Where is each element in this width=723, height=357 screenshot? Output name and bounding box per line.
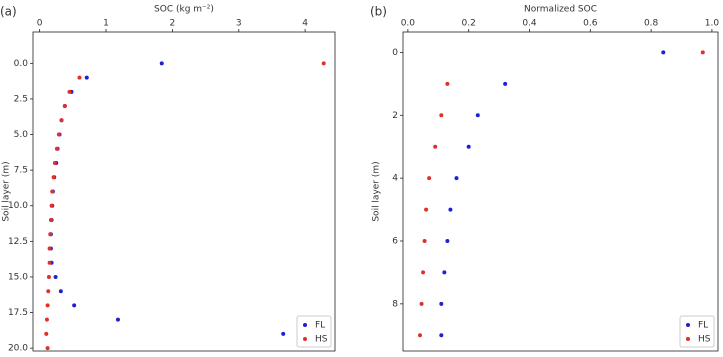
data-point	[448, 207, 453, 212]
legend-marker	[303, 337, 307, 341]
y-axis-label: Soil layer (m)	[372, 161, 382, 221]
legend-frame	[296, 315, 332, 348]
x-axis-label: SOC (kg m⁻²)	[154, 5, 214, 15]
plot-frame	[402, 31, 719, 352]
legend-label: HS	[698, 335, 711, 345]
legend-marker	[686, 337, 690, 341]
y-tick-label: 2	[392, 111, 398, 121]
data-point	[445, 81, 450, 86]
x-tick-label: 0.4	[522, 19, 537, 29]
data-point	[84, 75, 89, 80]
y-axis-label: Soil layer (m)	[2, 161, 12, 221]
legend-label: FL	[698, 321, 708, 331]
data-point	[475, 113, 480, 118]
data-point	[46, 289, 51, 294]
x-tick-label: 2	[170, 19, 176, 29]
data-point	[72, 303, 77, 308]
data-point	[59, 118, 64, 123]
legend-marker	[303, 323, 307, 327]
x-tick-label: 0	[37, 19, 43, 29]
data-point	[48, 217, 53, 222]
y-tick-label: 6	[392, 237, 398, 247]
data-point	[159, 61, 164, 66]
data-point	[46, 274, 51, 279]
data-point	[442, 270, 447, 275]
panel-label: (a)	[0, 5, 17, 19]
data-point	[422, 239, 427, 243]
data-point	[54, 146, 59, 151]
data-point	[67, 89, 72, 94]
data-point	[45, 346, 50, 351]
legend-marker	[686, 323, 690, 327]
data-point	[56, 132, 61, 137]
x-tick-label: 0.2	[462, 19, 476, 29]
data-point	[49, 203, 54, 208]
data-point	[281, 331, 286, 336]
data-point	[48, 232, 53, 237]
data-point	[52, 161, 57, 166]
x-axis-label: Normalized SOC	[524, 5, 597, 15]
data-point	[421, 270, 426, 275]
data-point	[661, 50, 666, 55]
data-point	[439, 333, 444, 338]
y-tick-label: 17.5	[8, 308, 28, 318]
data-point	[433, 144, 438, 149]
y-tick-label: 0.0	[14, 59, 29, 69]
data-point	[321, 61, 326, 66]
data-point	[77, 75, 82, 80]
data-point	[424, 207, 429, 212]
data-point	[44, 331, 49, 336]
legend-frame	[679, 315, 715, 348]
x-tick-label: 1	[103, 19, 109, 29]
x-tick-label: 0.6	[583, 19, 598, 29]
data-point	[454, 176, 459, 181]
data-point	[439, 113, 444, 118]
data-point	[418, 333, 423, 338]
data-point	[115, 317, 120, 322]
data-point	[503, 81, 508, 86]
data-point	[50, 189, 55, 194]
data-point	[700, 50, 705, 55]
y-tick-label: 7.5	[14, 166, 28, 176]
data-point	[439, 301, 444, 306]
data-point	[58, 289, 63, 294]
data-point	[47, 246, 52, 251]
data-point	[466, 144, 471, 149]
data-point	[445, 239, 450, 243]
data-point	[51, 175, 56, 180]
data-point	[44, 317, 49, 322]
data-point	[53, 274, 58, 279]
legend-label: FL	[315, 321, 325, 331]
data-point	[427, 176, 432, 181]
x-tick-label: 1.0	[705, 19, 720, 29]
x-tick-label: 4	[302, 19, 308, 29]
x-tick-label: 0.0	[401, 19, 416, 29]
x-tick-label: 3	[236, 19, 242, 29]
y-tick-label: 5.0	[14, 130, 29, 140]
y-tick-label: 10.0	[8, 201, 28, 211]
data-point	[45, 303, 50, 308]
y-tick-label: 8	[392, 299, 398, 309]
legend-label: HS	[315, 335, 328, 345]
y-tick-label: 0	[392, 48, 398, 58]
y-tick-label: 20.0	[8, 344, 28, 354]
panel-label: (b)	[370, 5, 387, 19]
y-tick-label: 15.0	[8, 272, 28, 282]
data-point	[62, 104, 67, 109]
x-tick-label: 0.8	[644, 19, 659, 29]
plot-frame	[32, 31, 336, 352]
data-point	[419, 301, 424, 306]
y-tick-label: 2.5	[14, 94, 28, 104]
y-tick-label: 12.5	[8, 237, 28, 247]
y-tick-label: 4	[392, 174, 398, 184]
data-point	[47, 260, 52, 265]
